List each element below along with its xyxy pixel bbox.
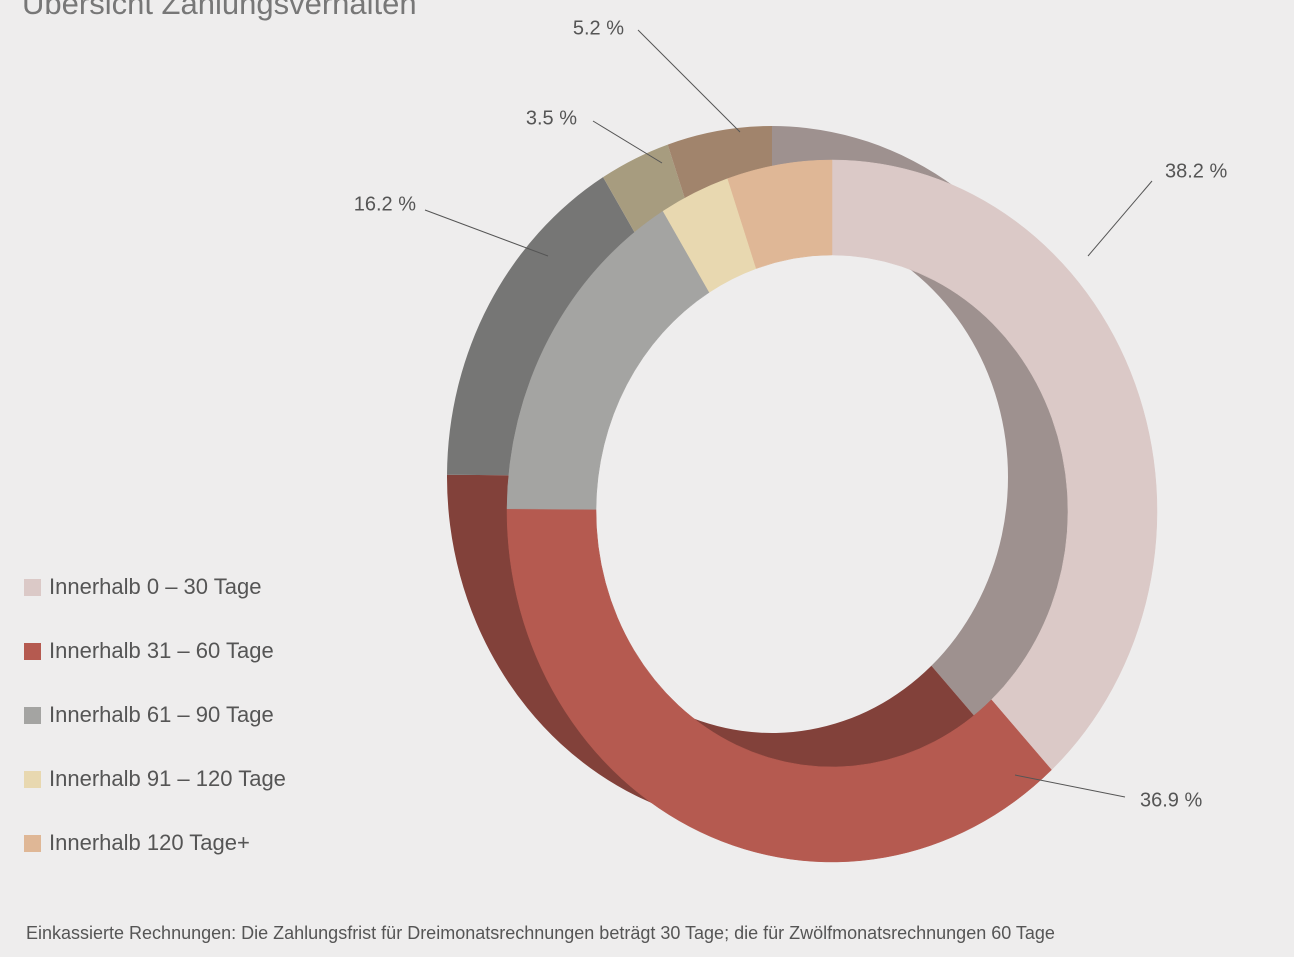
slice-side [447, 177, 650, 476]
data-label: 16.2 % [354, 193, 416, 215]
legend-swatch [24, 643, 41, 660]
legend-swatch [24, 579, 41, 596]
slice [831, 159, 1158, 771]
data-label: 5.2 % [573, 17, 624, 39]
legend-swatch [24, 707, 41, 724]
slice-side [447, 474, 992, 828]
leader-line [1014, 774, 1126, 798]
legend-swatch [24, 771, 41, 788]
data-label: 36.9 % [1140, 789, 1202, 811]
slice [727, 159, 833, 269]
leader-line [592, 120, 663, 164]
leader-line [424, 209, 549, 257]
legend-label: Innerhalb 120 Tage+ [49, 830, 250, 855]
data-label: 3.5 % [526, 107, 577, 129]
legend-label: Innerhalb 0 – 30 Tage [49, 574, 261, 599]
footnote: Einkassierte Rechnungen: Die Zahlungsfri… [26, 923, 1055, 943]
leader-line [637, 29, 741, 133]
leader-line [1087, 180, 1153, 257]
legend-label: Innerhalb 31 – 60 Tage [49, 638, 274, 663]
chart-title: Übersicht Zahlungsverhalten [22, 0, 417, 21]
data-label: 38.2 % [1165, 160, 1227, 182]
legend-label: Innerhalb 91 – 120 Tage [49, 766, 286, 791]
legend-swatch [24, 835, 41, 852]
legend-label: Innerhalb 61 – 90 Tage [49, 702, 274, 727]
